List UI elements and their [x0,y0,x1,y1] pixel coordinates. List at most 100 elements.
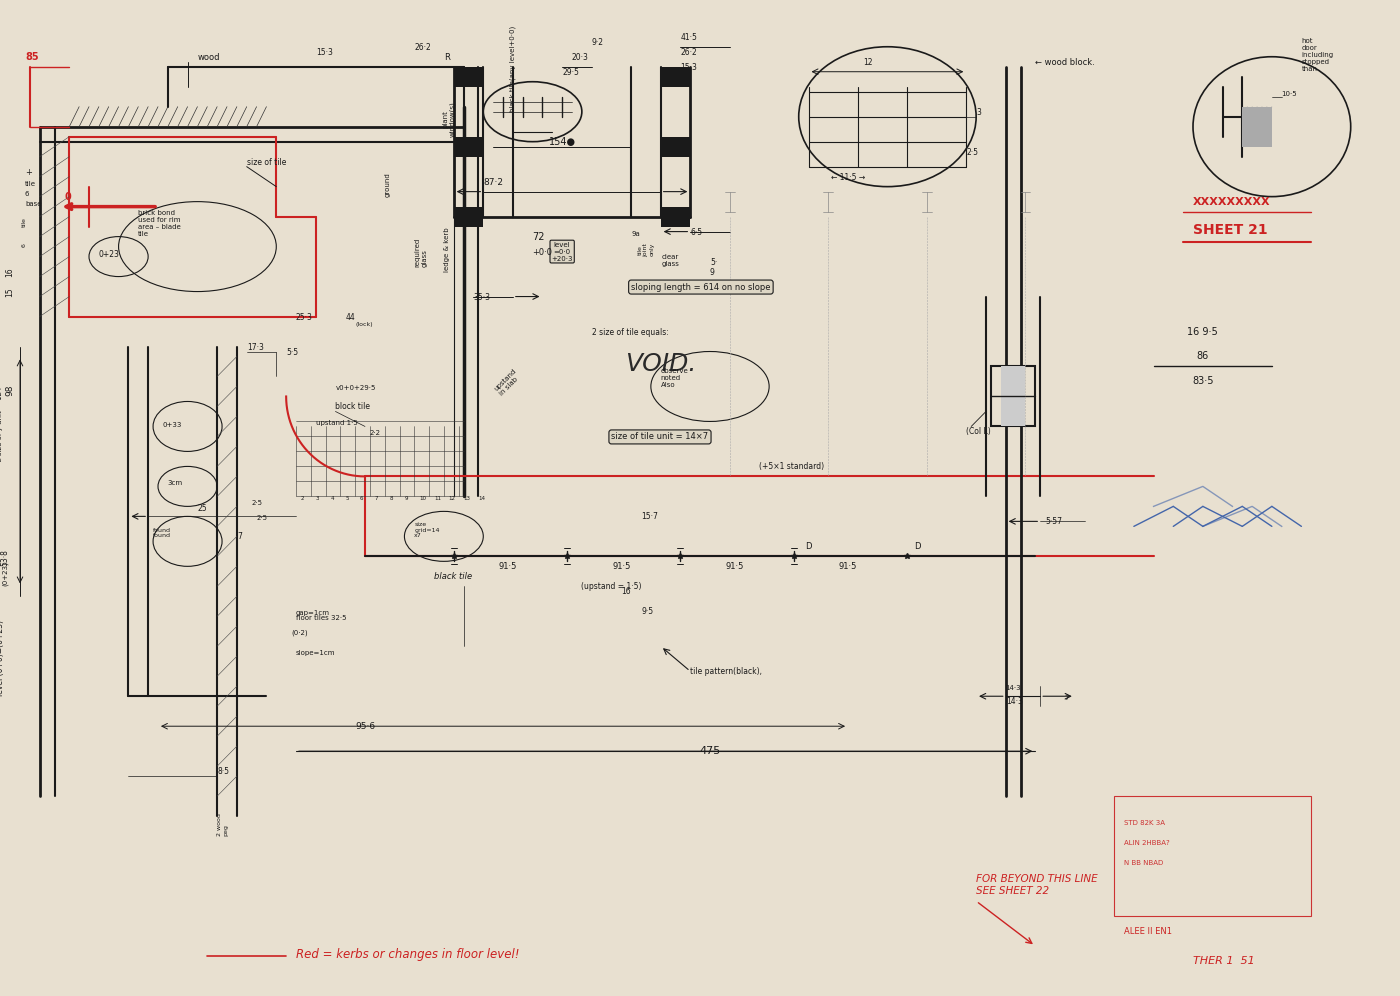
Text: 5·5: 5·5 [286,348,298,357]
Text: clear
glass: clear glass [662,254,679,267]
Text: 2·5: 2·5 [252,500,263,506]
Text: 91·5: 91·5 [725,563,743,572]
Text: upstand 1·5: upstand 1·5 [316,420,357,426]
Text: level (0+0)=(0+23): level (0+0)=(0+23) [0,621,4,696]
Text: 91·5: 91·5 [612,563,630,572]
Text: ALIN 2HBBA?: ALIN 2HBBA? [1124,840,1170,847]
Bar [661,206,690,227]
Text: black tile: black tile [434,573,472,582]
Text: hot
door
including
stopped
than: hot door including stopped than [1302,38,1334,72]
Text: 0+23: 0+23 [99,250,120,259]
Text: v0+0+29·5: v0+0+29·5 [336,385,375,391]
Text: Red = kerbs or changes in floor level!: Red = kerbs or changes in floor level! [295,948,519,961]
Text: 8: 8 [389,496,393,501]
Text: 6: 6 [360,496,364,501]
Text: 91·5: 91·5 [839,563,857,572]
Text: 85: 85 [25,52,39,62]
Text: ledge & kerb: ledge & kerb [444,227,449,272]
Text: 475: 475 [700,746,721,756]
Text: FOR BEYOND THIS LINE
SEE SHEET 22: FOR BEYOND THIS LINE SEE SHEET 22 [976,874,1098,896]
Text: 0+33: 0+33 [162,422,182,428]
Text: 26·2: 26·2 [414,43,431,52]
Text: 14: 14 [479,496,486,501]
Text: 9a: 9a [631,231,640,237]
Text: 15: 15 [6,287,14,297]
Bar [454,67,483,87]
Text: 14·3: 14·3 [1005,685,1022,691]
Text: STD 82K 3A: STD 82K 3A [1124,820,1165,826]
Text: +0·0: +0·0 [532,248,553,257]
Text: size of tile unit = 14×7: size of tile unit = 14×7 [612,432,708,441]
Text: level
=0·0
+20·3: level =0·0 +20·3 [552,242,573,262]
Text: 83·5: 83·5 [1193,376,1214,386]
Text: 2 wood
peg: 2 wood peg [217,814,228,836]
Text: required
glass: required glass [414,237,427,267]
Text: 6: 6 [22,243,27,247]
Bar [1001,367,1025,426]
Text: 2·2: 2·2 [370,430,381,436]
Text: ← wood block.: ← wood block. [1035,58,1095,67]
Text: 5·: 5· [710,258,717,267]
Text: 15·3: 15·3 [680,63,697,72]
Text: 86: 86 [1197,352,1210,362]
Text: 14·3: 14·3 [1005,697,1022,706]
Text: tile: tile [22,217,27,227]
Text: 25·3: 25·3 [295,313,312,322]
Text: N BB NBAD: N BB NBAD [1124,861,1163,867]
Text: 7: 7 [237,532,242,542]
Text: 2·5: 2·5 [966,147,979,156]
Text: tile pattern(black),: tile pattern(black), [690,667,762,676]
Text: tile: tile [25,180,36,186]
Text: 9: 9 [405,496,407,501]
Bar [1242,107,1271,146]
Text: 3: 3 [976,108,981,117]
Text: (0·2): (0·2) [291,629,308,636]
Text: 2·5: 2·5 [256,515,267,521]
Text: size of tile: size of tile [246,157,286,166]
Text: slope=1cm: slope=1cm [295,650,336,656]
Text: 2 size of tile equals:: 2 size of tile equals: [592,328,668,337]
Text: 35·3: 35·3 [473,293,490,302]
Text: XXXXXXXXX: XXXXXXXXX [1193,196,1271,206]
Text: base: base [25,200,42,206]
Bar [661,67,690,87]
Text: 3cm: 3cm [168,480,183,486]
Text: wood: wood [197,53,220,62]
Text: gap=1cm: gap=1cm [295,611,330,617]
Text: ALEE II EN1: ALEE II EN1 [1124,927,1172,936]
Text: +: + [25,167,32,176]
Text: THER 1  51: THER 1 51 [1193,956,1254,966]
Text: 26·2: 26·2 [680,48,697,57]
Text: 72: 72 [532,232,545,242]
Text: 15·7: 15·7 [641,512,658,521]
Text: 87·2: 87·2 [483,177,503,186]
Text: ← 11·5 →: ← 11·5 → [830,172,865,181]
Bar [454,206,483,227]
Text: brick bond
used for rim
area – blade
tile: brick bond used for rim area – blade til… [139,209,181,237]
Text: block tile: block tile [336,402,371,411]
Text: 95·6: 95·6 [356,722,375,731]
Text: (0+23): (0+23) [1,562,8,587]
Text: 12: 12 [449,496,456,501]
Text: observe
noted
Also: observe noted Also [661,369,689,388]
Text: 20·3: 20·3 [573,53,589,62]
Text: size
grid=14
x7: size grid=14 x7 [414,522,440,539]
Text: 0: 0 [64,191,71,201]
Text: D: D [805,543,812,552]
Text: 4: 4 [330,496,335,501]
Text: (+5×1 standard): (+5×1 standard) [759,462,825,471]
Text: 25: 25 [197,504,207,513]
Text: floor tiles 32·5: floor tiles 32·5 [295,616,347,622]
Text: 41·5: 41·5 [680,33,697,42]
Text: 16: 16 [6,267,14,277]
Text: 12: 12 [862,58,872,67]
Text: SHEET 21: SHEET 21 [1193,222,1267,237]
Text: 15·3: 15·3 [316,48,333,57]
Text: 3: 3 [316,496,319,501]
Text: found
found: found found [153,528,171,539]
Text: 6: 6 [25,190,29,196]
Bar [661,136,690,156]
Text: 53·8: 53·8 [1,550,10,567]
Text: 2: 2 [301,496,304,501]
Text: tile
joint
only: tile joint only [637,243,654,257]
